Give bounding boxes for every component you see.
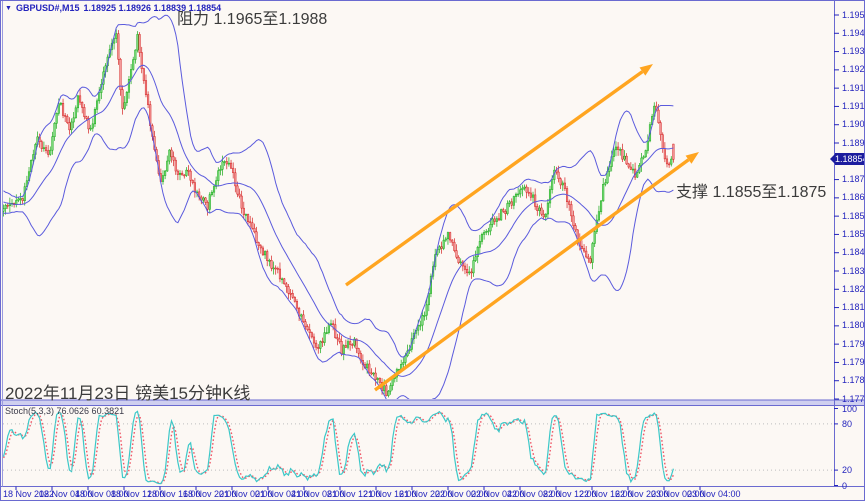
price-tick-label: 1.19355 — [842, 46, 865, 57]
time-tick-label: 21 Nov 16:00 — [363, 489, 417, 499]
price-tick-label: 1.18165 — [842, 302, 865, 313]
chart-title-symbol: GBPUSD#,M15 — [15, 3, 80, 13]
time-tick-label: 23 Nov 00:00 — [651, 489, 705, 499]
time-tick-label: 18 Nov 12:00 — [111, 489, 165, 499]
resistance-annotation: 阻力 1.1965至1.1988 — [177, 11, 328, 28]
price-tick-label: 1.17740 — [842, 393, 865, 404]
price-tick-label: 1.19270 — [842, 64, 865, 75]
time-tick-label: 22 Nov 12:00 — [543, 489, 597, 499]
time-tick-label: 21 Nov 12:00 — [327, 489, 381, 499]
price-tick-label: 1.18675 — [842, 192, 865, 203]
stoch-indicator-label: Stoch(5,3,3) 76.0626 60.3821 — [5, 406, 125, 416]
time-tick-label: 18 Nov 16:00 — [147, 489, 201, 499]
stoch-scale-label: 100 — [842, 403, 858, 414]
price-tick-label: 1.19525 — [842, 9, 865, 20]
price-tick-label: 1.19185 — [842, 82, 865, 93]
stoch-panel-surface[interactable] — [1, 406, 834, 486]
chart-title-quotes: 1.18925 1.18926 1.18839 1.18854 — [83, 3, 222, 13]
price-tick-label: 1.18930 — [842, 137, 865, 148]
time-tick-label: 22 Nov 08:00 — [507, 489, 561, 499]
time-tick-label: 22 Nov 04:00 — [471, 489, 525, 499]
time-tick-label: 18 Nov 08:00 — [75, 489, 129, 499]
price-tick-label: 1.18080 — [842, 320, 865, 331]
price-tick-label: 1.18590 — [842, 210, 865, 221]
price-tick-label: 1.18760 — [842, 174, 865, 185]
time-tick-label: 21 Nov 20:00 — [399, 489, 453, 499]
time-tick-label: 21 Nov 04:00 — [255, 489, 309, 499]
price-tick-label: 1.17910 — [842, 356, 865, 367]
time-tick-label: 22 Nov 00:00 — [435, 489, 489, 499]
price-tick-label: 1.17995 — [842, 338, 865, 349]
price-tick-label: 1.18250 — [842, 283, 865, 294]
chart-title: ▼ GBPUSD#,M15 1.18925 1.18926 1.18839 1.… — [5, 3, 221, 13]
time-tick-label: 18 Nov 2022 — [3, 489, 55, 499]
stoch-scale-label: 20 — [842, 465, 853, 476]
price-tick-label: 1.19015 — [842, 119, 865, 130]
price-tick-label: 1.18420 — [842, 247, 865, 258]
price-tick-label: 1.17825 — [842, 375, 865, 386]
price-tick-label: 1.18505 — [842, 228, 865, 239]
price-tick-label: 1.19100 — [842, 100, 865, 111]
support-annotation: 支撑 1.1855至1.1875 — [676, 184, 827, 201]
symbol-dropdown-icon[interactable]: ▼ — [5, 4, 12, 12]
time-tick-label: 21 Nov 08:00 — [291, 489, 345, 499]
time-tick-label: 18 Nov 20:00 — [183, 489, 237, 499]
time-tick-label: 22 Nov 16:00 — [579, 489, 633, 499]
current-price-tag: 1.18854 — [830, 153, 865, 166]
time-tick-label: 18 Nov 04:00 — [39, 489, 93, 499]
stoch-scale-label: 80 — [842, 418, 853, 429]
price-tick-label: 1.18335 — [842, 265, 865, 276]
date-caption-annotation: 2022年11月23日 镑美15分钟K线 — [5, 384, 251, 403]
price-tick-label: 1.19440 — [842, 27, 865, 38]
time-tick-label: 22 Nov 20:00 — [615, 489, 669, 499]
time-tick-label: 21 Nov 00:00 — [219, 489, 273, 499]
stoch-scale-label: 0 — [842, 480, 848, 491]
time-tick-label: 23 Nov 04:00 — [687, 489, 741, 499]
